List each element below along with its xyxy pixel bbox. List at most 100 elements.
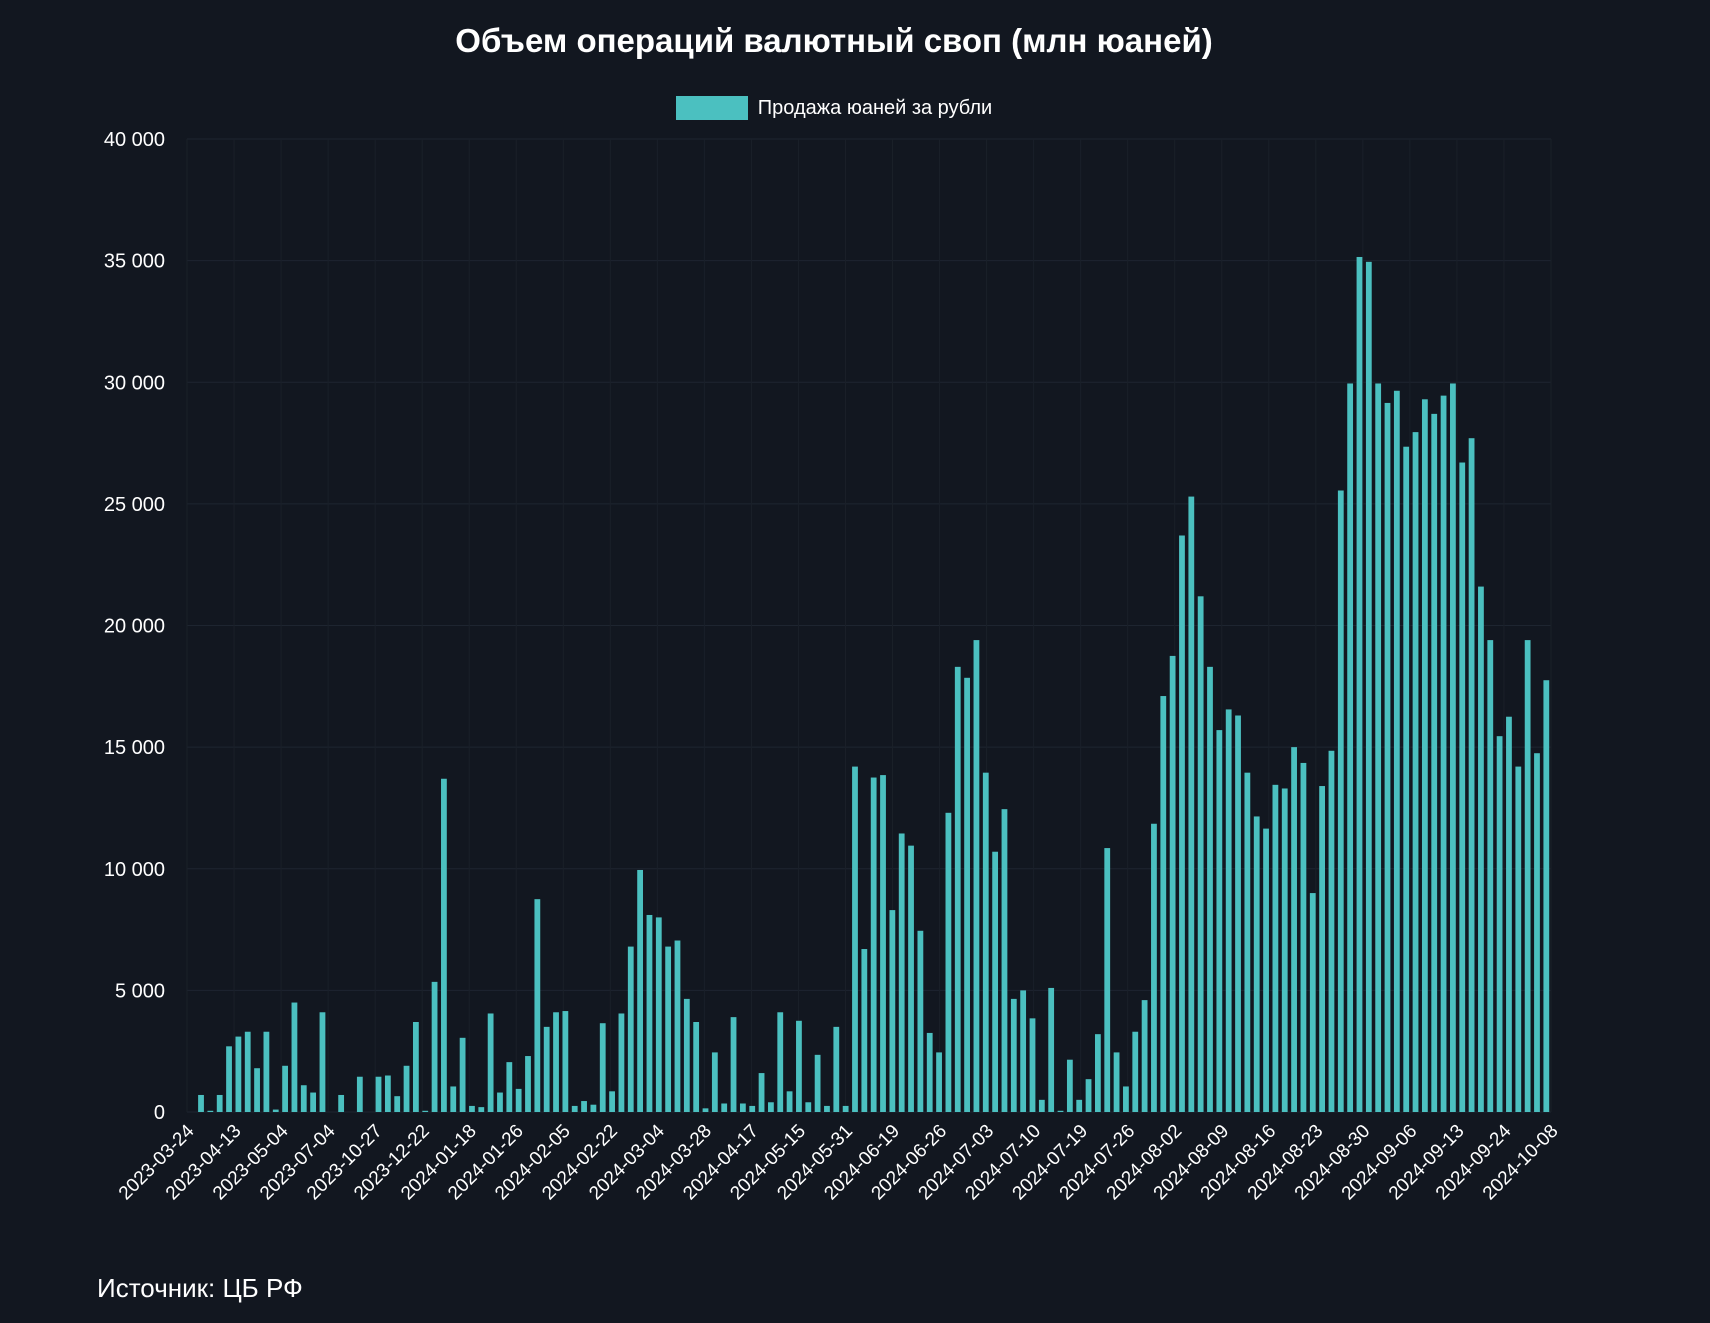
bar[interactable] — [1496, 736, 1503, 1112]
bar[interactable] — [1001, 809, 1008, 1112]
bar[interactable] — [1197, 596, 1204, 1112]
bar[interactable] — [1132, 1031, 1139, 1112]
bar[interactable] — [1094, 1034, 1101, 1112]
bar[interactable] — [739, 1103, 746, 1112]
bar[interactable] — [1066, 1059, 1073, 1112]
bar[interactable] — [216, 1094, 223, 1112]
bar[interactable] — [1216, 730, 1223, 1112]
bar[interactable] — [693, 1022, 700, 1112]
bar[interactable] — [1468, 438, 1475, 1112]
bar[interactable] — [1160, 696, 1167, 1112]
bar[interactable] — [711, 1052, 718, 1112]
bar[interactable] — [973, 640, 980, 1112]
bar[interactable] — [814, 1054, 821, 1112]
bar[interactable] — [1403, 446, 1410, 1113]
bar[interactable] — [824, 1105, 830, 1112]
bar[interactable] — [310, 1092, 317, 1112]
bar[interactable] — [1450, 383, 1456, 1113]
bar[interactable] — [1123, 1086, 1129, 1112]
bar[interactable] — [1085, 1079, 1092, 1112]
bar[interactable] — [1309, 893, 1316, 1112]
bar[interactable] — [1244, 772, 1251, 1112]
bar[interactable] — [450, 1086, 457, 1112]
bar[interactable] — [441, 778, 447, 1112]
bar[interactable] — [1225, 709, 1232, 1112]
bar[interactable] — [403, 1065, 410, 1112]
bar[interactable] — [646, 914, 653, 1112]
bar[interactable] — [870, 777, 877, 1112]
bar[interactable] — [515, 1088, 522, 1112]
bar[interactable] — [207, 1110, 214, 1112]
bar[interactable] — [525, 1056, 531, 1112]
bar[interactable] — [1356, 256, 1363, 1113]
bar[interactable] — [1375, 383, 1382, 1113]
legend[interactable]: Продажа юаней за рубли — [0, 96, 1668, 120]
bar[interactable] — [319, 1012, 326, 1112]
bar[interactable] — [1365, 261, 1372, 1113]
bar[interactable] — [562, 1011, 569, 1112]
bar[interactable] — [590, 1104, 597, 1112]
bar[interactable] — [394, 1096, 401, 1112]
bar[interactable] — [1515, 766, 1522, 1112]
bar[interactable] — [1347, 383, 1354, 1113]
bar[interactable] — [908, 845, 914, 1112]
bar[interactable] — [226, 1046, 232, 1112]
bar[interactable] — [422, 1110, 429, 1112]
bar[interactable] — [599, 1023, 606, 1112]
bar[interactable] — [1393, 390, 1400, 1112]
bar[interactable] — [1057, 1110, 1064, 1112]
bar[interactable] — [506, 1062, 513, 1112]
bar[interactable] — [478, 1107, 485, 1112]
bar[interactable] — [683, 998, 690, 1112]
bar[interactable] — [497, 1092, 503, 1112]
bar[interactable] — [1431, 413, 1438, 1112]
bar[interactable] — [534, 899, 541, 1112]
bar[interactable] — [796, 1020, 802, 1112]
bar[interactable] — [431, 981, 438, 1112]
bar[interactable] — [917, 930, 924, 1112]
bar[interactable] — [384, 1075, 391, 1112]
bar[interactable] — [1179, 535, 1185, 1113]
bar[interactable] — [945, 812, 952, 1112]
bar[interactable] — [786, 1091, 793, 1112]
bar[interactable] — [487, 1013, 494, 1112]
bar[interactable] — [235, 1036, 242, 1112]
bar[interactable] — [1478, 586, 1484, 1112]
bar[interactable] — [1151, 823, 1157, 1112]
bar[interactable] — [1038, 1099, 1045, 1112]
bar[interactable] — [618, 1013, 625, 1112]
bar[interactable] — [1188, 496, 1195, 1113]
bar[interactable] — [581, 1101, 587, 1112]
bar[interactable] — [282, 1065, 288, 1112]
bar[interactable] — [702, 1108, 709, 1112]
bar[interactable] — [880, 775, 886, 1112]
bar[interactable] — [665, 946, 672, 1112]
bar[interactable] — [254, 1068, 260, 1112]
bar[interactable] — [833, 1026, 840, 1112]
bar[interactable] — [1319, 786, 1325, 1112]
bar[interactable] — [609, 1091, 615, 1112]
bar[interactable] — [1421, 399, 1428, 1112]
bar[interactable] — [1010, 998, 1017, 1112]
bar[interactable] — [469, 1105, 475, 1112]
bar[interactable] — [1291, 747, 1297, 1113]
bar[interactable] — [1412, 432, 1419, 1112]
bar[interactable] — [954, 666, 961, 1112]
bar[interactable] — [758, 1073, 765, 1112]
bar[interactable] — [1263, 828, 1269, 1112]
bar[interactable] — [1281, 788, 1288, 1112]
bar[interactable] — [1328, 750, 1335, 1112]
bar[interactable] — [1384, 402, 1391, 1112]
bar[interactable] — [291, 1002, 298, 1112]
bar[interactable] — [1253, 816, 1260, 1112]
bar[interactable] — [1235, 715, 1241, 1113]
bar[interactable] — [1524, 640, 1531, 1112]
bar[interactable] — [982, 772, 989, 1112]
bar[interactable] — [1207, 666, 1213, 1112]
bar[interactable] — [1104, 848, 1111, 1112]
bar[interactable] — [338, 1094, 345, 1112]
bar[interactable] — [263, 1031, 270, 1112]
bar[interactable] — [964, 677, 970, 1112]
bar[interactable] — [412, 1022, 419, 1112]
bar[interactable] — [1506, 716, 1512, 1112]
